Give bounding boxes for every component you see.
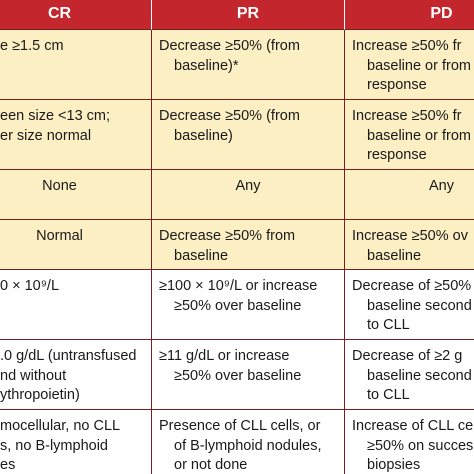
cell-text: Any [235, 178, 261, 194]
table-cell: ≥11 g/dL or increase ≥50% over baseline [152, 340, 345, 410]
cell-text: baseline or from [367, 127, 471, 144]
cell-text: Increase of CLL cel [352, 418, 474, 434]
cell-text: baseline) [174, 127, 233, 144]
table-cell: Decrease of ≥2 g baseline second to CLL [345, 340, 474, 410]
table-cell: ≥100 × 10⁹/L or increase ≥50% over baseli… [152, 270, 345, 340]
cell-text: es [0, 457, 16, 473]
cell-text: Increase ≥50% fr [352, 38, 462, 54]
table-cell: Increase ≥50% fr baseline or from response [345, 30, 474, 100]
cell-text: een size <13 cm; [0, 108, 111, 124]
cell-text: Decrease ≥50% from [159, 228, 296, 244]
cell-text: e ≥1.5 cm [0, 38, 64, 54]
cell-text: ≥50% on succes [367, 437, 474, 454]
table-cell: 0 × 10⁹/L [0, 270, 152, 340]
cell-text: or not done [174, 457, 248, 473]
cell-text: Decrease of ≥50% [352, 278, 472, 294]
table-cell: Increase ≥50% ov baseline [345, 220, 474, 270]
cell-text: mocellular, no CLL [0, 418, 121, 434]
table-cell: None [0, 170, 152, 220]
cell-text: baseline or from [367, 57, 471, 74]
cell-text: baseline second [367, 297, 472, 314]
cell-text: nd without [0, 367, 67, 384]
cell-text: ≥50% over baseline [174, 367, 302, 384]
cell-text: response [367, 147, 427, 163]
cell-text: baseline)* [174, 57, 239, 74]
cell-text: ythropoietin) [0, 387, 80, 403]
cell-text: Normal [36, 228, 83, 244]
cell-text: None [42, 178, 77, 194]
cell-text: 0 × 10⁹/L [0, 278, 60, 294]
table-cell: Increase ≥50% fr baseline or from response [345, 100, 474, 170]
cell-text: Any [429, 178, 454, 194]
cell-text: of B-lymphoid nodules, [174, 437, 322, 454]
table-cell: Decrease ≥50% from baseline [152, 220, 345, 270]
cell-text: Increase ≥50% ov [352, 228, 468, 244]
cell-text: Decrease ≥50% (from [159, 108, 300, 124]
cell-text: baseline [367, 247, 422, 264]
table-cell: Decrease ≥50% (from baseline) [152, 100, 345, 170]
cell-text: baseline second [367, 367, 472, 384]
cell-text: Increase ≥50% fr [352, 108, 462, 124]
cell-text: to CLL [367, 387, 410, 403]
cell-text: ≥11 g/dL or increase [159, 348, 290, 364]
table-cell: Decrease ≥50% (from baseline)* [152, 30, 345, 100]
header-cell: PR [152, 0, 345, 30]
table-cell: Presence of CLL cells, or of B-lymphoid n… [152, 410, 345, 474]
table-cell: mocellular, no CLL s, no B-lymphoid es [0, 410, 152, 474]
table-cell: Any [345, 170, 474, 220]
cell-text: er size normal [0, 127, 92, 144]
cell-text: baseline [174, 247, 229, 264]
cell-text: Decrease ≥50% (from [159, 38, 300, 54]
table-cell: .0 g/dL (untransfused nd without ythropoie… [0, 340, 152, 410]
header-cell: CR [0, 0, 152, 30]
cell-text: .0 g/dL (untransfused [0, 348, 137, 364]
header-cell: PD [345, 0, 474, 30]
cell-text: response [367, 77, 427, 93]
cell-text: Presence of CLL cells, or [159, 418, 321, 434]
table-cell: een size <13 cm; er size normal [0, 100, 152, 170]
cell-text: s, no B-lymphoid [0, 437, 108, 454]
table-cell: Normal [0, 220, 152, 270]
cell-text: Decrease of ≥2 g [352, 348, 463, 364]
cell-text: ≥50% over baseline [174, 297, 302, 314]
table-cell: Any [152, 170, 345, 220]
table-cell: e ≥1.5 cm [0, 30, 152, 100]
table-cell: Increase of CLL cel ≥50% on succes biopsie… [345, 410, 474, 474]
cell-text: to CLL [367, 317, 410, 333]
cell-text: biopsies [367, 457, 421, 473]
cell-text: ≥100 × 10⁹/L or increase [159, 278, 318, 294]
table-cell: Decrease of ≥50% baseline second to CLL [345, 270, 474, 340]
